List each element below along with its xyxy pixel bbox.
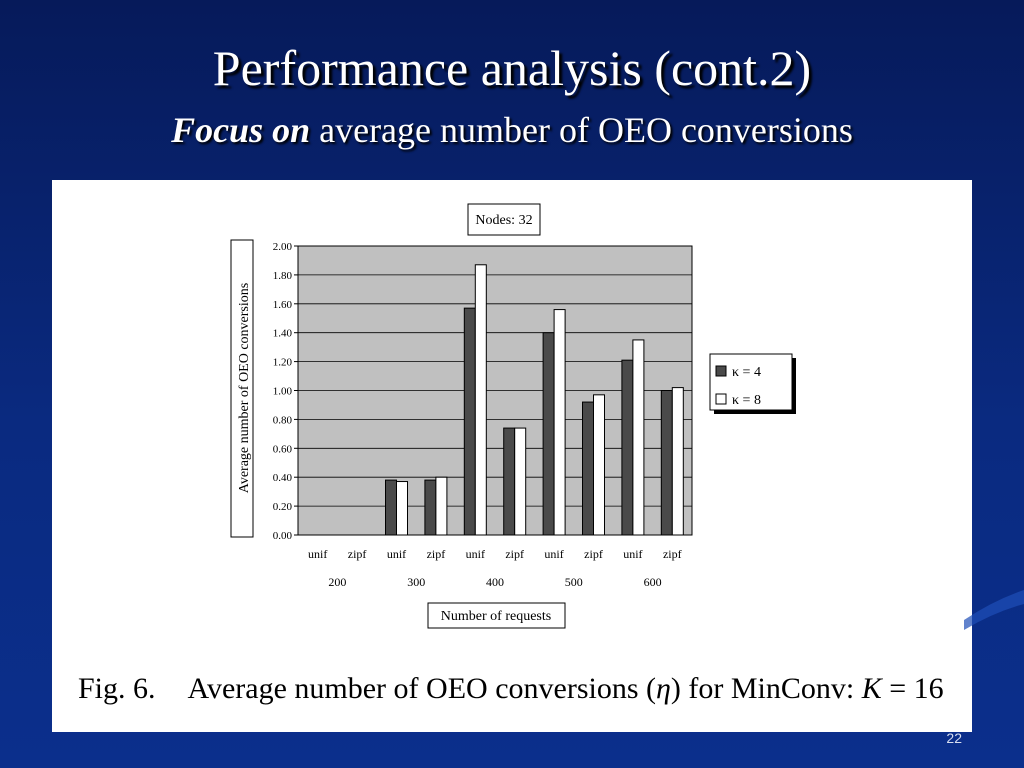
x-group-label: 200 [328,575,346,589]
chart-title-box [467,203,541,236]
bar-k4 [660,390,673,536]
subtitle-lead: Focus on [171,110,311,150]
bar-k4 [463,307,476,536]
bar-k8 [396,481,408,536]
x-category-label: zipf [505,547,524,561]
y-tick-label: 0.00 [273,530,293,542]
caption-mid: ) for MinConv: [670,672,862,705]
y-tick-label: 2.00 [273,241,293,253]
figure-label: Fig. 6. [78,672,156,705]
page-number: 22 [946,730,962,746]
bar-k4 [582,401,594,536]
x-category-label: unif [466,547,485,561]
x-category-label: zipf [584,547,603,561]
slide-subtitle: Focus on average number of OEO conversio… [0,108,1024,152]
x-category-label: zipf [427,547,446,561]
y-tick-label: 0.60 [273,443,293,455]
y-tick-label: 1.80 [273,270,293,282]
bar-k8 [593,394,605,536]
decorative-swoosh [964,590,1024,630]
subtitle-rest: average number of OEO conversions [319,110,853,150]
caption-eta: η [656,672,671,705]
slide-title: Performance analysis (cont.2) [212,40,812,96]
bar-k4 [503,427,516,536]
y-tick-label: 1.60 [273,299,293,311]
x-group-label: 500 [565,575,583,589]
bar-k8 [514,427,527,536]
ylabel-box [230,239,254,538]
x-group-label: 600 [644,575,662,589]
bar-k8 [671,387,684,536]
y-tick-label: 1.20 [273,357,293,369]
bar-k8 [435,476,448,536]
bar-k8 [474,264,487,536]
x-group-label: 400 [486,575,504,589]
y-tick-label: 1.40 [273,328,293,340]
y-tick-label: 0.20 [273,501,293,513]
x-category-label: unif [623,547,642,561]
legend-swatch [715,393,727,405]
caption-eq: = 16 [881,672,944,705]
figure-panel: 0.00 0.20 0.40 0.60 0.80 1.00 1.20 1.40 1.60 1.80… [52,180,972,732]
legend-label: κ = 4 [732,365,761,380]
y-tick-label: 0.80 [273,414,293,426]
x-category-label: unif [544,547,563,561]
x-axis-label: Number of requests [441,609,551,624]
bar-k4 [385,479,397,536]
x-group-label: 300 [407,575,425,589]
caption-k: K [861,672,882,705]
legend-swatch [715,365,727,377]
x-category-label: unif [387,547,406,561]
bar-k4 [621,359,634,536]
bar-k4 [424,479,437,536]
x-category-label: zipf [663,547,682,561]
y-tick-label: 0.40 [273,472,293,484]
bar-k8 [553,309,566,536]
bar-k8 [632,339,645,536]
x-category-label: unif [308,547,327,561]
caption-text: Average number of OEO conversions ( [187,672,656,705]
xlabel-box [427,602,566,629]
bar-k4 [542,332,555,536]
y-tick-label: 1.00 [273,386,293,398]
chart-title: Nodes: 32 [475,213,532,228]
chart-svg: 0.00 0.20 0.40 0.60 0.80 1.00 1.20 1.40 1.60 1.80… [230,203,796,629]
x-category-label: zipf [348,547,367,561]
figure-caption: Fig. 6. Average number of OEO conversions… [78,672,944,706]
legend-label: κ = 8 [732,393,761,408]
y-axis-label: Average number of OEO conversions [237,283,252,493]
